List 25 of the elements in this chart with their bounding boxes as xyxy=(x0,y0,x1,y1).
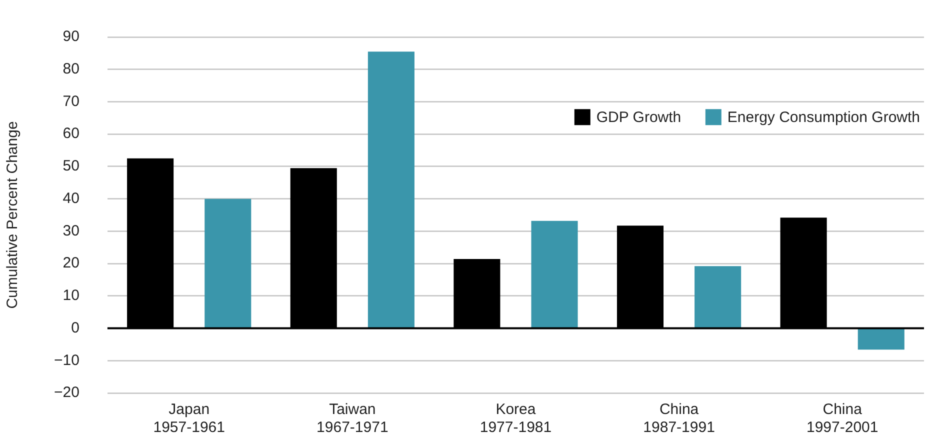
y-tick-label: 0 xyxy=(71,319,80,336)
x-tick-label: Taiwan 1967-1971 xyxy=(316,401,388,436)
legend-label: GDP Growth xyxy=(596,109,682,126)
bar xyxy=(694,266,742,328)
x-tick-label: Japan 1957-1961 xyxy=(153,401,225,436)
x-tick-label: Korea 1977-1981 xyxy=(480,401,552,436)
y-tick-label: 30 xyxy=(62,222,80,240)
y-tick-label: −10 xyxy=(54,352,80,369)
y-axis-title: Cumulative Percent Change xyxy=(4,121,22,309)
y-tick-label: 70 xyxy=(62,92,80,110)
y-tick-label: 60 xyxy=(62,125,80,142)
bar xyxy=(858,329,904,350)
bar xyxy=(204,198,252,328)
y-tick-label: 80 xyxy=(62,60,80,78)
bar xyxy=(368,52,414,328)
x-tick-label: China 1997-2001 xyxy=(806,401,878,436)
y-tick-label: 10 xyxy=(62,287,80,304)
y-tick-label: 50 xyxy=(62,158,80,175)
y-tick-label: 40 xyxy=(62,190,80,207)
bar xyxy=(531,220,578,328)
y-tick-label: −20 xyxy=(54,384,80,402)
legend-label: Energy Consumption Growth xyxy=(727,109,920,126)
x-tick-label: China 1987-1991 xyxy=(643,401,715,436)
y-tick-label: 20 xyxy=(62,254,80,272)
y-tick-label: 90 xyxy=(62,28,80,46)
